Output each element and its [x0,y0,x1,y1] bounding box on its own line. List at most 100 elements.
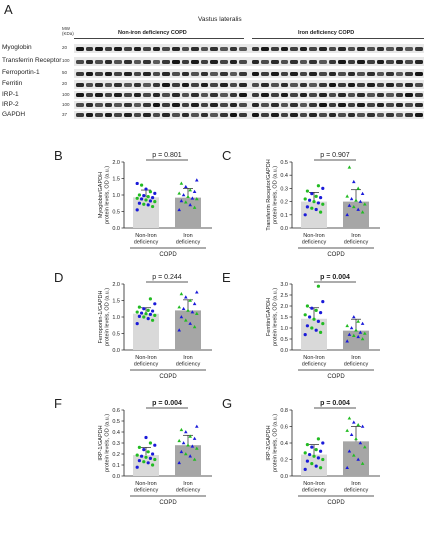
blot-band [143,46,151,51]
blot-band [280,103,289,107]
data-point [179,449,184,454]
category-label: Iron deficiency [344,233,369,246]
blot-band [290,71,298,76]
blot-band [95,103,103,107]
data-point [316,184,320,188]
blot-band [210,103,218,107]
data-point [190,444,195,448]
data-point [184,318,188,322]
y-tick-label: 2.0 [112,282,120,288]
data-point [148,456,152,460]
category-label-line: Iron [351,233,360,239]
blot-band [367,93,375,97]
blot-strip-4 [74,91,424,99]
blot-label-myoglobin: Myoglobin [2,44,32,51]
blot-band [376,93,385,97]
blot-band [229,82,238,87]
blot-band [200,103,209,107]
blot-band [133,46,142,51]
blot-band [95,46,103,51]
blot-band [124,103,132,107]
blot-band [415,59,423,64]
blot-band [271,59,279,64]
blot-strip-3 [74,80,424,89]
data-point [316,437,320,441]
data-point [184,452,188,456]
blot-band [367,71,375,76]
blot-strip-6 [74,111,424,119]
blot-band [328,46,337,51]
blot-band [271,82,279,87]
data-point [352,420,356,424]
data-point [352,179,356,184]
blot-band [95,113,103,117]
blot-band [143,113,151,117]
category-label-line: Non-Iron [135,481,156,487]
y-axis-label: Ferritin/GAPDHprotein levels, OD (a.u.) [266,288,279,346]
blot-band [271,93,279,97]
data-point [151,196,155,200]
blot-band [415,82,423,87]
panel-letter-f: F [54,396,62,411]
blot-band [309,113,317,117]
blot-band [95,82,103,87]
blot-band [210,113,218,117]
data-point [195,178,199,182]
blot-band [338,59,346,64]
data-point [148,441,152,445]
y-axis-label: Myoglobin/GAPDHprotein levels, OD (a.u.) [98,166,111,224]
data-point [140,197,144,201]
blot-band [367,113,375,117]
blot-band [309,103,317,107]
y-tick-label: 2.0 [280,304,288,310]
data-point [314,464,318,468]
data-point [303,467,307,471]
blot-band [220,82,228,87]
blot-band [162,93,170,97]
data-point [195,424,199,428]
blot-band [172,71,180,76]
blot-band [162,103,170,107]
blot-band [152,103,161,107]
category-label-line: Iron [183,355,192,361]
data-point [137,305,141,309]
data-point [137,459,141,463]
data-point [192,189,197,193]
blot-band [181,71,190,76]
data-point [354,328,358,332]
y-tick-label: 0.1 [280,213,288,219]
data-point [356,334,360,339]
blot-band [280,82,289,87]
data-point [151,204,155,209]
data-point [192,457,197,461]
data-point [312,200,316,204]
blot-band [405,71,413,76]
blot-band [104,103,113,107]
data-point [352,204,356,209]
category-label-line: deficiency [344,362,369,368]
data-point [305,189,309,193]
y-tick-label: 2.5 [280,293,288,299]
blot-band [172,59,180,64]
blot-band [172,82,180,87]
data-point [314,207,318,212]
y-axis-label-line: protein levels, OD (a.u.) [273,166,279,224]
blot-band [347,71,356,76]
blot-band [357,103,365,107]
blot-band [328,59,337,64]
blot-band [271,71,279,76]
data-point [179,315,184,319]
data-point [144,312,148,316]
blot-band [143,93,151,97]
data-point [142,315,146,319]
data-point [308,198,312,202]
category-label-line: deficiency [344,488,369,494]
data-point [177,305,181,309]
blot-band [181,93,190,97]
data-point [142,202,146,206]
blot-band [261,93,269,97]
data-point [321,322,325,326]
data-point [312,317,316,321]
